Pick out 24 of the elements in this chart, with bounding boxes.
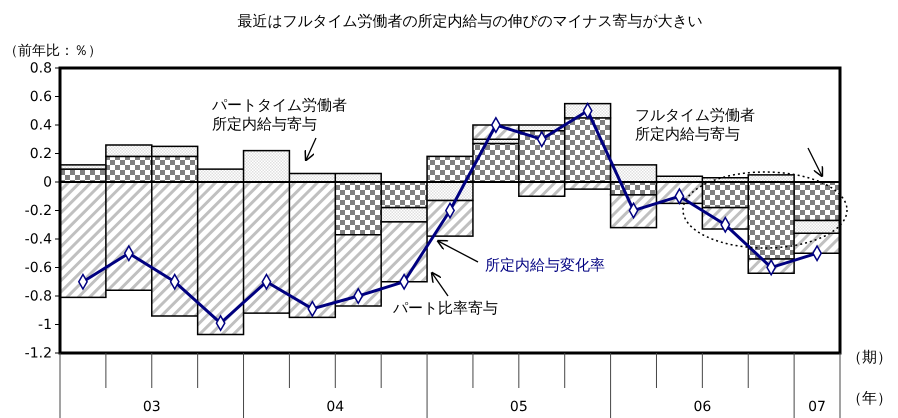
series-label: パート比率寄与: [392, 299, 498, 317]
text: 所定内給与変化率: [485, 256, 605, 274]
y-tick-label: 0.4: [30, 117, 52, 134]
text: （年）: [847, 389, 892, 407]
text: 04: [326, 399, 344, 415]
series-label: パートタイム労働者所定内給与寄与: [211, 96, 347, 133]
x-axis-title: （期）: [847, 348, 892, 366]
y-tick-label: 0.6: [30, 88, 52, 105]
text: 06: [693, 399, 712, 415]
y-tick-label: -1.2: [24, 345, 52, 362]
text: 05: [510, 399, 528, 415]
series-label: フルタイム労働者所定内給与寄与: [635, 106, 755, 143]
y-tick-label: -0.2: [24, 202, 52, 219]
text: 07: [808, 399, 826, 415]
y-tick-label: -0.8: [24, 288, 52, 304]
y-tick-label: 0.8: [30, 60, 52, 76]
y-tick-label: 0.2: [30, 146, 52, 162]
y-tick-label: -1: [38, 316, 52, 333]
chart-title: 最近はフルタイム労働者の所定内給与の伸びのマイナス寄与が大きい: [238, 12, 702, 30]
y-axis-title: （前年比：％）: [4, 43, 102, 59]
y-tick-label: -0.4: [24, 231, 52, 248]
y-tick-label: -0.6: [24, 260, 52, 276]
text: 03: [142, 399, 161, 415]
y-tick-label: 0: [43, 174, 52, 190]
